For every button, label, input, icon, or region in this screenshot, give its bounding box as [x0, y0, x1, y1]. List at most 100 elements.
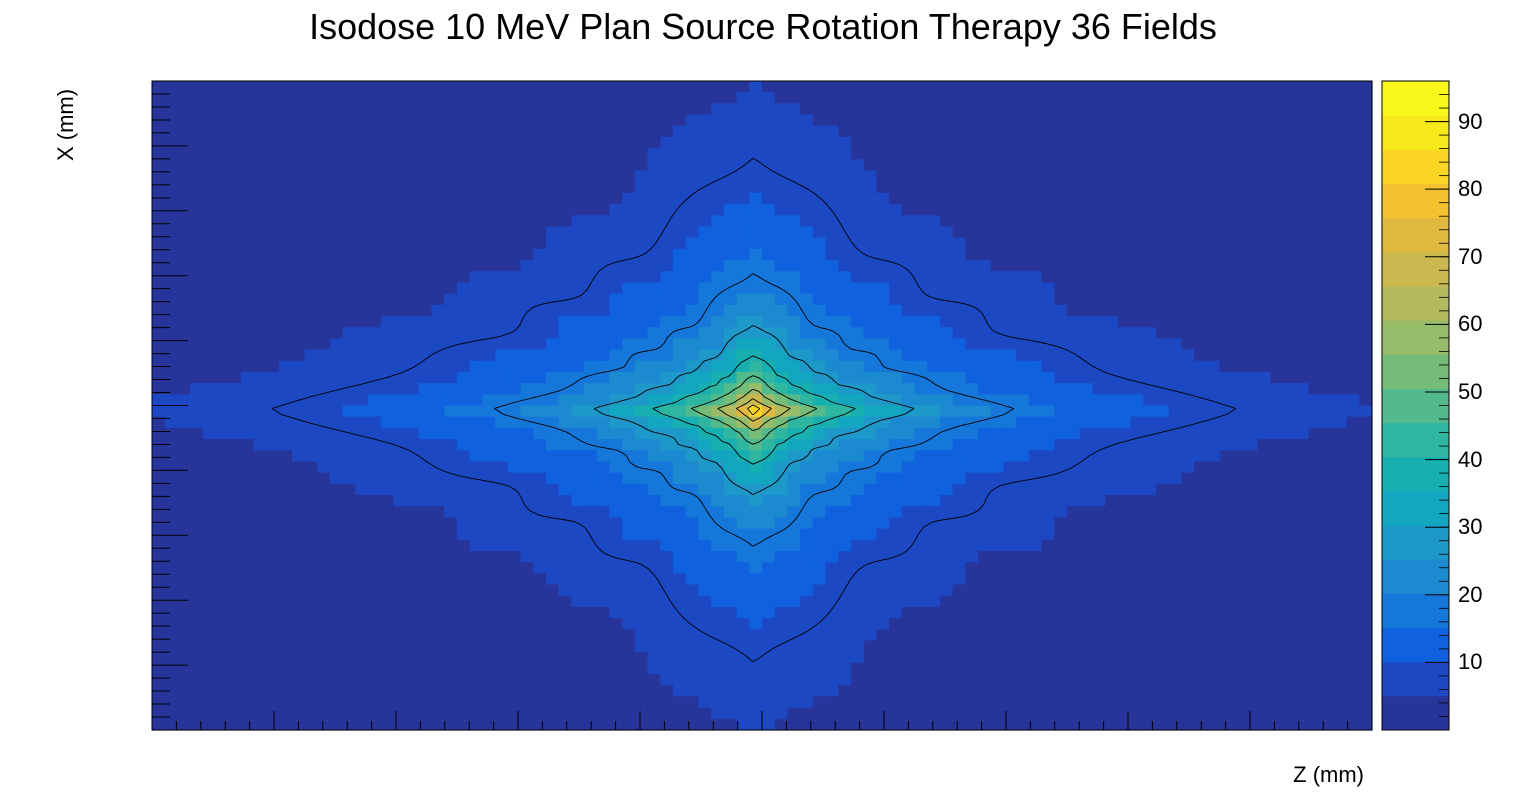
- heatmap-cell: [1270, 371, 1284, 384]
- heatmap-cell: [329, 204, 344, 216]
- heatmap-cell: [571, 204, 585, 216]
- heatmap-cell: [469, 349, 484, 362]
- heatmap-cell: [1295, 528, 1310, 541]
- heatmap-cell: [1333, 226, 1348, 239]
- heatmap-cell: [177, 618, 191, 630]
- heatmap-cell: [1143, 148, 1157, 160]
- heatmap-cells: [152, 81, 1373, 731]
- heatmap-cell: [850, 461, 865, 474]
- heatmap-cell: [418, 595, 433, 608]
- heatmap-cell: [889, 573, 903, 586]
- heatmap-cell: [1003, 562, 1017, 574]
- heatmap-cell: [304, 629, 318, 642]
- heatmap-cell: [990, 483, 1005, 496]
- heatmap-cell: [1333, 573, 1348, 586]
- heatmap-cell: [660, 461, 674, 474]
- heatmap-cell: [228, 360, 242, 373]
- heatmap-cell: [1016, 237, 1030, 250]
- heatmap-cell: [1206, 584, 1221, 597]
- heatmap-cell: [711, 651, 725, 664]
- heatmap-cell: [1041, 148, 1055, 160]
- heatmap-cell: [1194, 103, 1208, 116]
- heatmap-cell: [380, 573, 395, 586]
- heatmap-cell: [1194, 81, 1208, 93]
- heatmap-cell: [329, 495, 344, 507]
- heatmap-cell: [1346, 204, 1360, 216]
- heatmap-cell: [317, 338, 331, 351]
- heatmap-cell: [431, 562, 445, 574]
- heatmap-cell: [571, 539, 585, 552]
- heatmap-cell: [368, 550, 382, 563]
- heatmap-cell: [1194, 315, 1208, 328]
- heatmap-cell: [1181, 159, 1195, 172]
- heatmap-cell: [317, 349, 331, 362]
- heatmap-cell: [164, 315, 179, 328]
- heatmap-cell: [1168, 595, 1182, 608]
- heatmap-cell: [825, 528, 839, 541]
- heatmap-cell: [177, 293, 191, 306]
- heatmap-cell: [177, 405, 191, 418]
- heatmap-cell: [749, 483, 763, 496]
- heatmap-cell: [418, 640, 433, 653]
- heatmap-cell: [939, 606, 954, 619]
- heatmap-cell: [711, 304, 725, 317]
- heatmap-cell: [800, 293, 814, 306]
- heatmap-cell: [469, 114, 484, 127]
- heatmap-cell: [1130, 226, 1144, 239]
- heatmap-cell: [342, 282, 356, 295]
- heatmap-cell: [1219, 271, 1233, 284]
- heatmap-cell: [736, 640, 750, 653]
- heatmap-cell: [228, 170, 242, 183]
- heatmap-cell: [444, 495, 458, 507]
- heatmap-cell: [812, 450, 827, 463]
- heatmap-cell: [533, 606, 547, 619]
- heatmap-cell: [634, 416, 649, 429]
- heatmap-cell: [1194, 204, 1208, 216]
- heatmap-cell: [291, 103, 306, 116]
- heatmap-cell: [876, 584, 890, 597]
- heatmap-cell: [393, 618, 407, 630]
- heatmap-cell: [177, 539, 191, 552]
- heatmap-cell: [1295, 92, 1310, 104]
- heatmap-cell: [469, 271, 484, 284]
- heatmap-cell: [1244, 618, 1259, 630]
- heatmap-cell: [1067, 315, 1081, 328]
- heatmap-cell: [901, 125, 916, 138]
- heatmap-cell: [342, 640, 356, 653]
- heatmap-cell: [190, 562, 204, 574]
- heatmap-cell: [469, 81, 484, 93]
- heatmap-cell: [876, 282, 890, 295]
- heatmap-cell: [711, 371, 725, 384]
- heatmap-cell: [1257, 192, 1271, 205]
- heatmap-cell: [1244, 170, 1259, 183]
- heatmap-cell: [889, 461, 903, 474]
- heatmap-cell: [177, 125, 191, 138]
- heatmap-cell: [939, 103, 954, 116]
- heatmap-cell: [990, 192, 1005, 205]
- heatmap-cell: [749, 416, 763, 429]
- heatmap-cell: [1257, 618, 1271, 630]
- heatmap-cell: [1219, 618, 1233, 630]
- heatmap-cell: [317, 550, 331, 563]
- heatmap-cell: [673, 92, 687, 104]
- heatmap-cell: [291, 360, 306, 373]
- heatmap-cell: [228, 539, 242, 552]
- heatmap-cell: [444, 293, 458, 306]
- heatmap-cell: [850, 315, 865, 328]
- heatmap-cell: [1117, 618, 1132, 630]
- heatmap-cell: [164, 483, 179, 496]
- heatmap-cell: [164, 573, 179, 586]
- heatmap-cell: [355, 248, 369, 261]
- heatmap-cell: [1168, 215, 1182, 228]
- heatmap-cell: [228, 327, 242, 339]
- heatmap-cell: [253, 282, 267, 295]
- heatmap-cell: [1244, 528, 1259, 541]
- heatmap-cell: [1295, 606, 1310, 619]
- heatmap-cell: [164, 148, 179, 160]
- heatmap-cell: [368, 562, 382, 574]
- heatmap-cell: [1257, 181, 1271, 194]
- heatmap-cell: [558, 125, 572, 138]
- heatmap-cell: [1359, 92, 1373, 104]
- heatmap-cell: [1168, 271, 1182, 284]
- heatmap-cell: [545, 304, 560, 317]
